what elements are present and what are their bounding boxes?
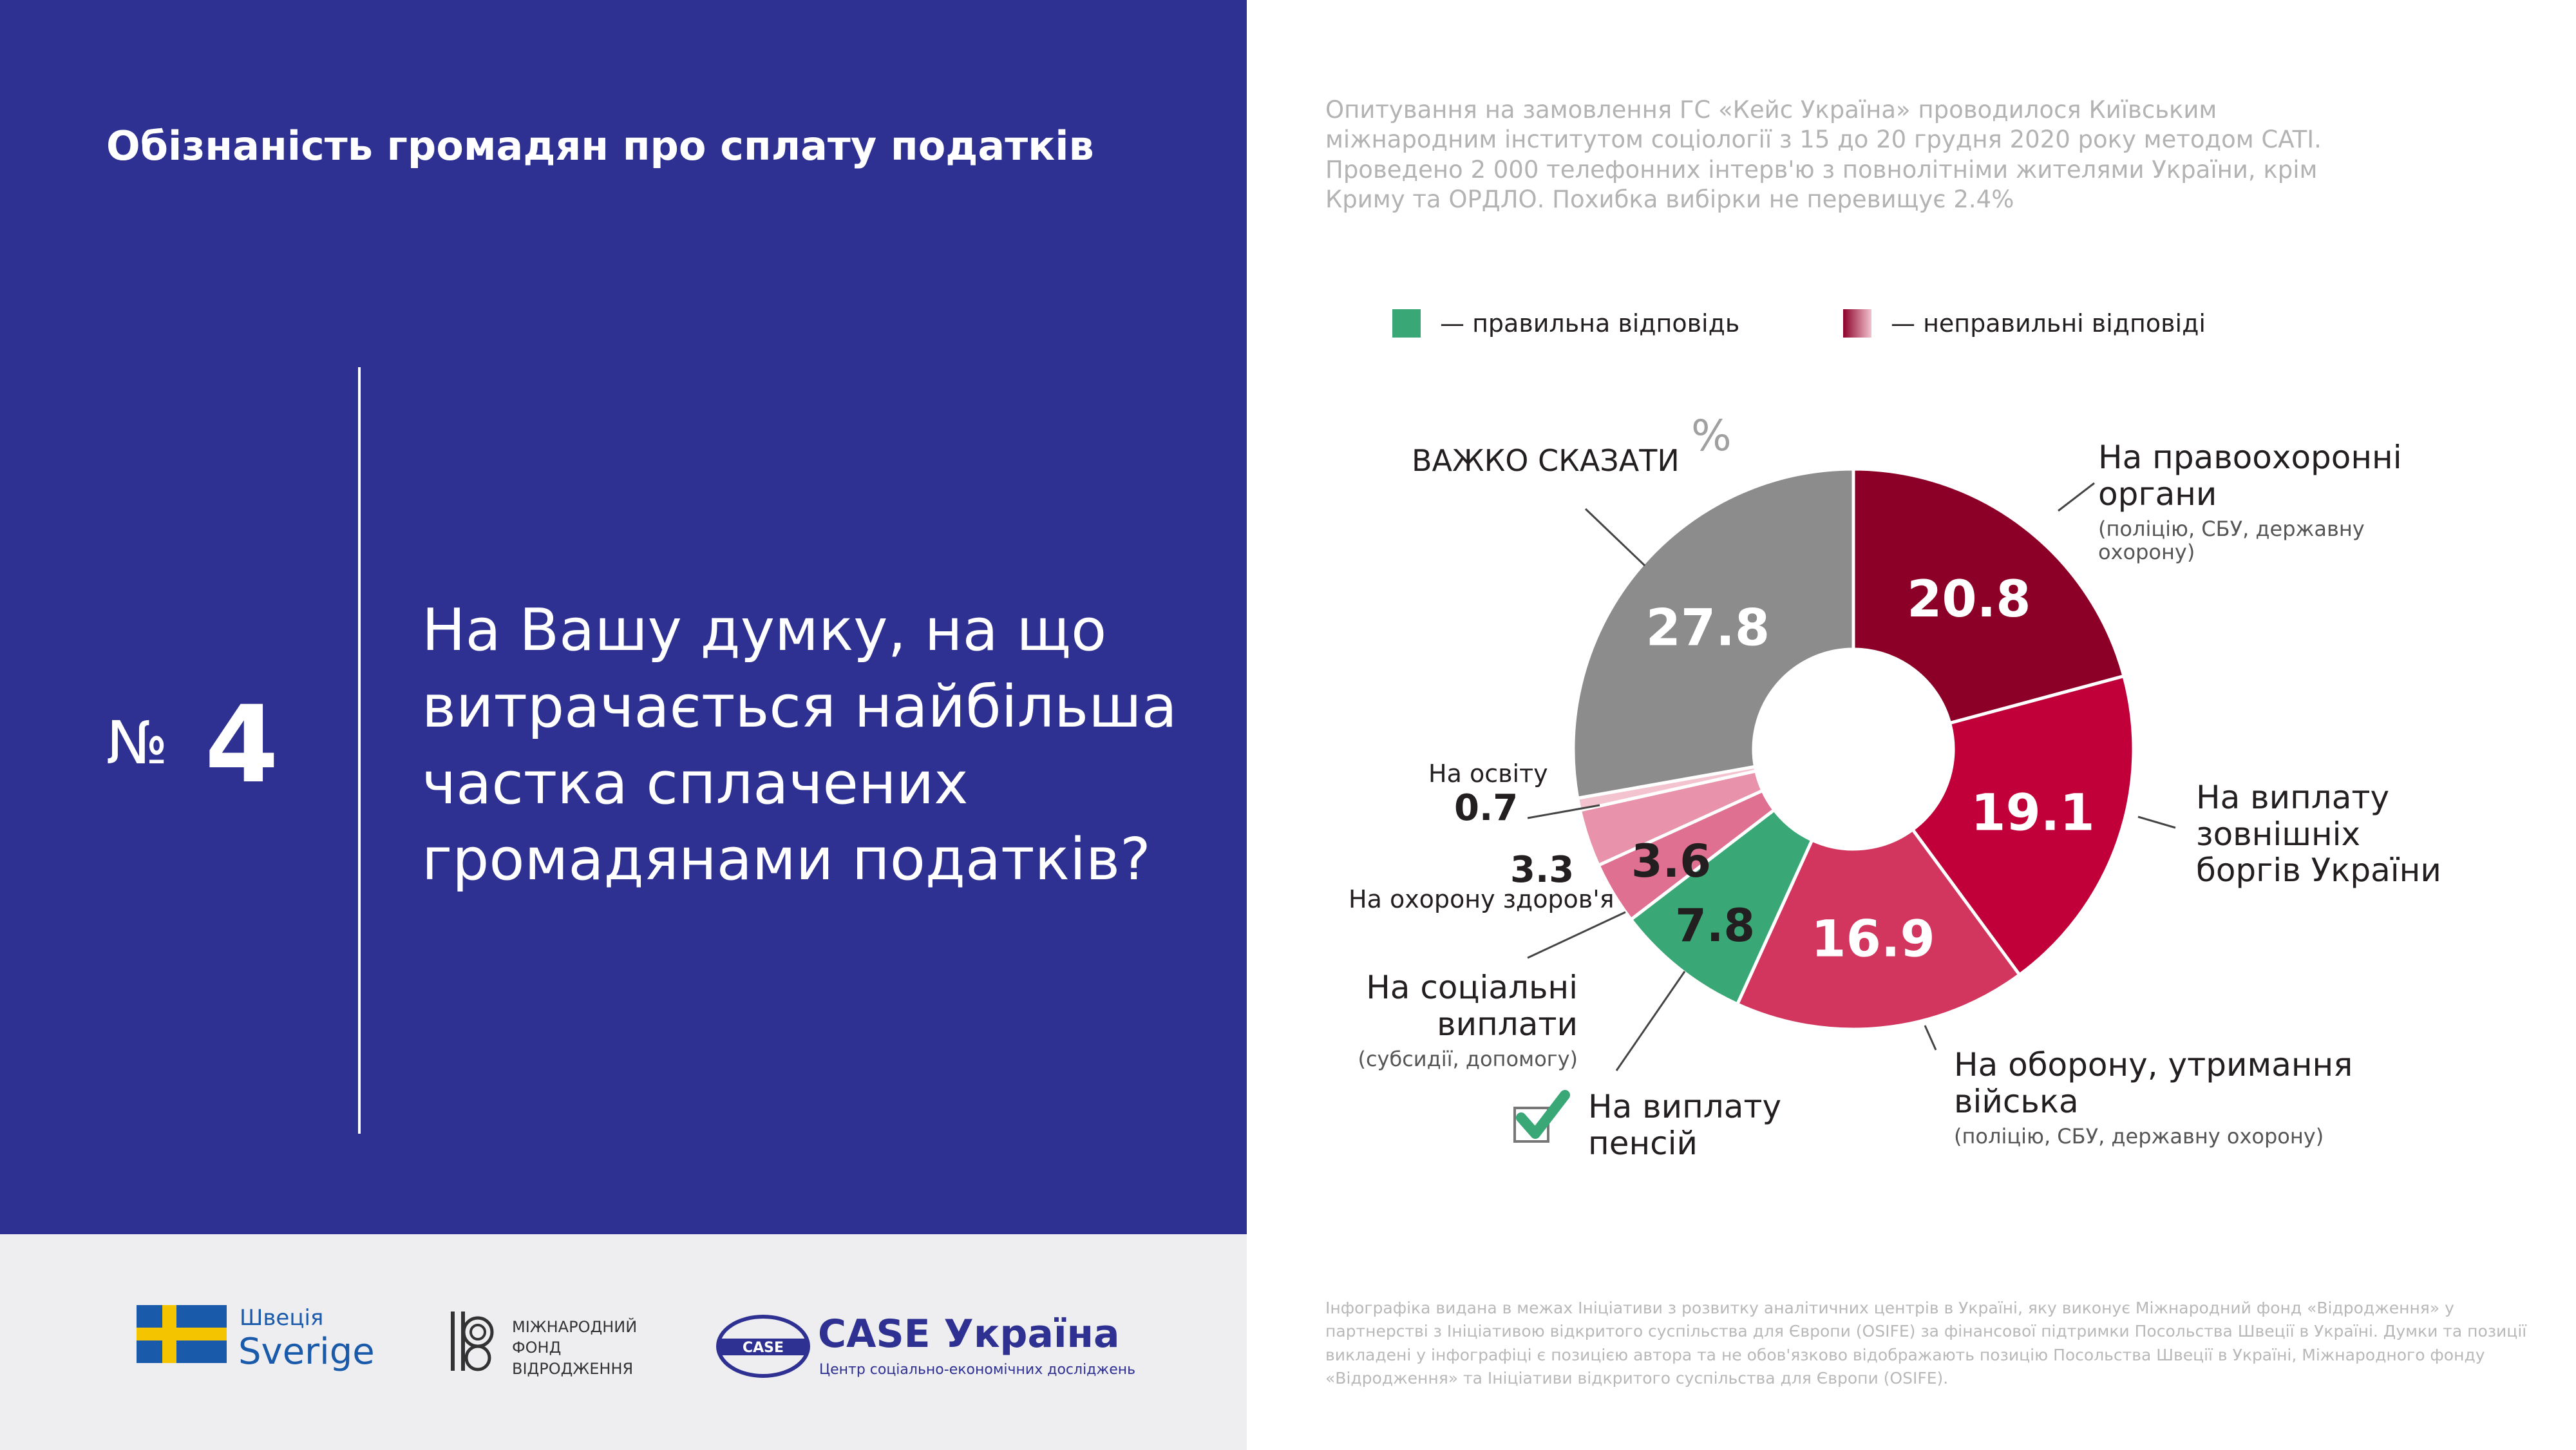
- legend-incorrect-swatch: [1843, 309, 1871, 338]
- leader-hard: [1584, 508, 1646, 567]
- label-external-debt: На виплату зовнішніх боргів України: [2196, 779, 2441, 889]
- value-education: 0.7: [1454, 787, 1519, 829]
- legend-correct-label: — правильна відповідь: [1440, 309, 1740, 338]
- value-defense: 16.9: [1811, 910, 1935, 968]
- leader-defense: [1924, 1025, 1937, 1051]
- label-education: На освіту: [1428, 759, 1548, 788]
- legend-incorrect-label: — неправильні відповіді: [1891, 309, 2206, 338]
- label-hard-to-say: ВАЖКО СКАЗАТИ: [1412, 443, 1680, 478]
- sweden-logo-bottom: Sverige: [238, 1331, 375, 1373]
- label-defense-text: На оборону, утримання війська: [1954, 1046, 2353, 1120]
- label-defense-sub: (поліцію, СБУ, державну охорону): [1954, 1124, 2324, 1149]
- label-law-text: На правоохоронні органи: [2098, 439, 2402, 513]
- leader-debt: [2137, 816, 2176, 829]
- label-law-enforcement: На правоохоронні органи (поліцію, СБУ, д…: [2098, 439, 2459, 564]
- leader-social: [1527, 911, 1626, 959]
- case-logo-title: CASE Україна: [818, 1312, 1120, 1357]
- vertical-divider: [358, 367, 361, 1134]
- question-number: 4: [205, 683, 279, 806]
- case-logo-subtitle: Центр соціально-економічних досліджень: [819, 1362, 1136, 1378]
- slice-pension: [1629, 807, 1815, 1007]
- label-social-sub: (субсидії, допомогу): [1358, 1047, 1578, 1071]
- question-text: На Вашу думку, на що витрачається найбіл…: [422, 596, 1177, 894]
- slice-law: [1852, 467, 2126, 725]
- question-number-prefix: №: [106, 709, 168, 777]
- slice-defense: [1735, 827, 2022, 1031]
- survey-methodology-note: Опитування на замовлення ГС «Кейс Україн…: [1325, 96, 2322, 213]
- sweden-logo-top: Швеція: [240, 1305, 324, 1331]
- legend-correct-swatch: [1392, 309, 1421, 338]
- value-hard: 27.8: [1646, 600, 1770, 658]
- value-pension: 7.8: [1675, 899, 1755, 952]
- irf-logo-text: МІЖНАРОДНИЙ ФОНД ВІДРОДЖЕННЯ: [512, 1318, 638, 1378]
- question-panel: [0, 0, 1247, 1234]
- label-healthcare: На охорону здоров'я: [1349, 885, 1615, 913]
- value-healthcare: 3.3: [1510, 849, 1575, 891]
- footer-disclaimer: Інфографіка видана в межах Ініціативи з …: [1325, 1299, 2527, 1388]
- page-title: Обізнаність громадян про сплату податків: [106, 122, 1094, 169]
- value-social: 3.6: [1631, 835, 1711, 888]
- legend-correct: — правильна відповідь: [1392, 309, 1739, 338]
- label-defense: На оборону, утримання війська (поліцію, …: [1954, 1047, 2353, 1148]
- label-social-payments: На соціальні виплати (субсидії, допомогу…: [1288, 969, 1578, 1071]
- label-law-sub: (поліцію, СБУ, державну охорону): [2098, 517, 2365, 565]
- value-debt: 19.1: [1971, 784, 2094, 842]
- label-pensions: На виплату пенсій: [1588, 1088, 1782, 1162]
- percent-unit: %: [1691, 411, 1732, 461]
- value-law: 20.8: [1907, 571, 2031, 629]
- label-social-text: На соціальні виплати: [1366, 969, 1578, 1043]
- legend-incorrect: — неправильні відповіді: [1843, 309, 2206, 338]
- slice-debt: [1910, 674, 2136, 977]
- leader-education: [1527, 804, 1600, 819]
- leader-pension: [1615, 971, 1686, 1071]
- leader-law: [2058, 482, 2095, 512]
- slice-hard: [1571, 467, 1855, 801]
